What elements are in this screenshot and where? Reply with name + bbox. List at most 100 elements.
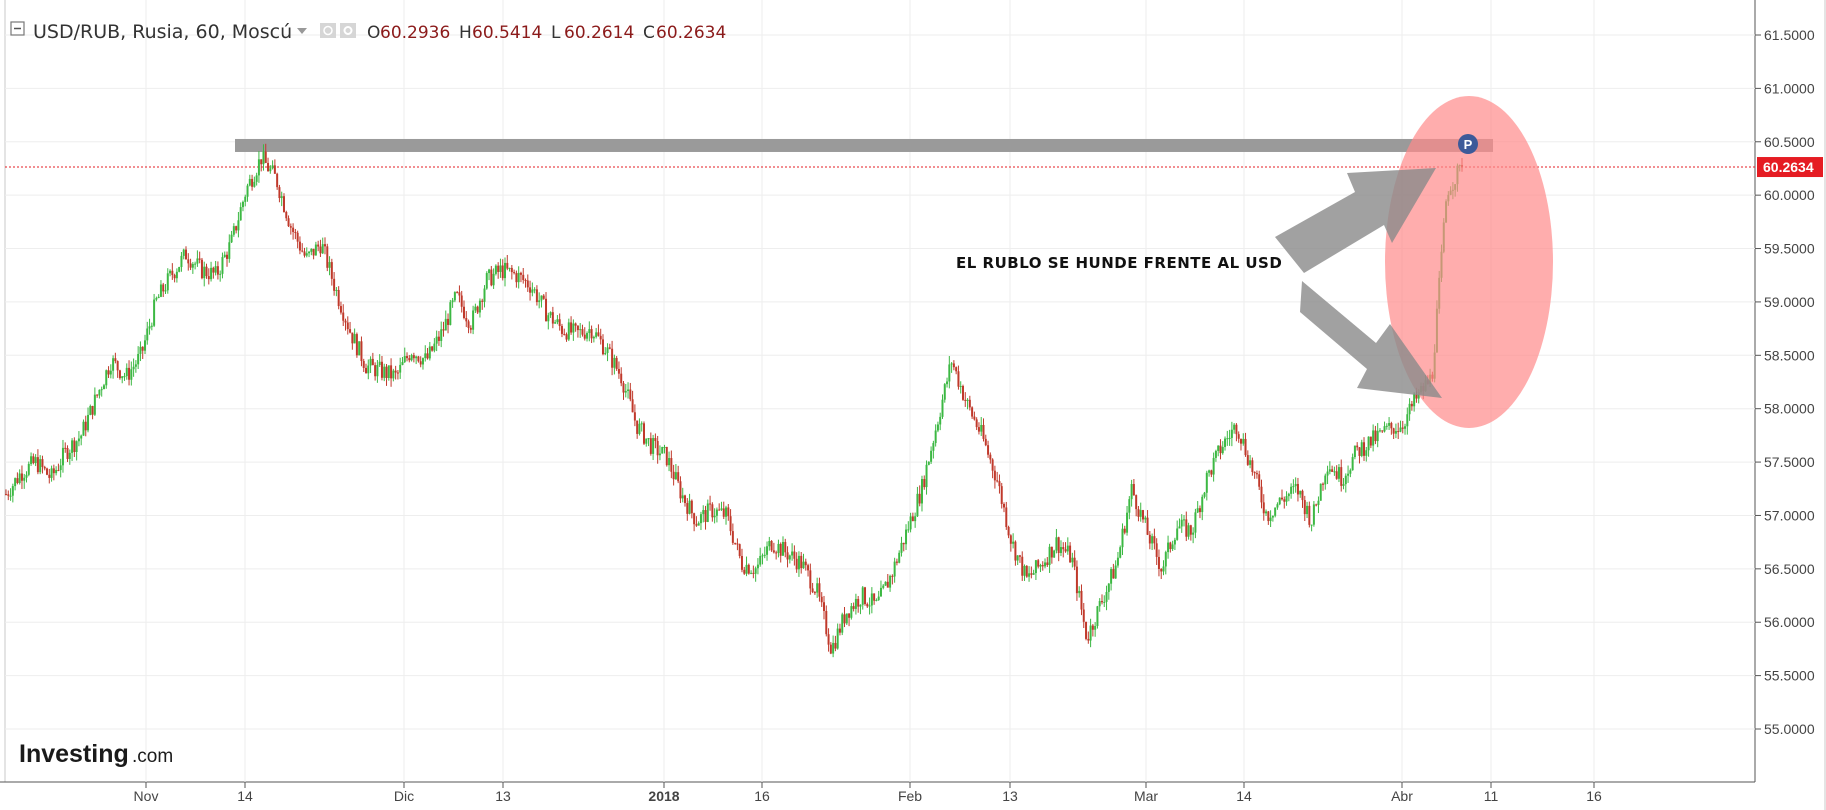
candle-body [1410,403,1413,407]
candle-body [1294,483,1297,487]
candle-body [134,364,137,367]
candle-body [663,446,666,448]
candle-body [1274,507,1277,516]
candle-body [526,280,529,288]
candle-body [1244,438,1247,456]
candle-body [932,443,935,451]
candle-body [1014,541,1017,561]
candle-body [1242,438,1245,444]
y-tick-label: 61.0000 [1764,80,1815,96]
candle-body [153,299,156,326]
x-tick-label: Dic [394,788,414,804]
candle-body [1376,430,1379,442]
candle-body [271,165,274,169]
candle-body [406,356,409,359]
candle-body [704,510,707,522]
candle-body [485,273,488,289]
candle-body [911,516,914,522]
candle-body [918,493,921,504]
candle-body [1219,445,1222,454]
candle-body [825,610,828,635]
candle-body [198,258,201,260]
candle-body [519,272,522,275]
x-tick-label: Nov [134,788,159,804]
candle-body [385,366,388,379]
candle-body [57,469,60,471]
gear-icon[interactable] [340,23,356,38]
candle-body [902,542,905,545]
candle-body [239,207,242,221]
candle-body [1246,455,1249,465]
candle-body [920,479,923,504]
candle-body [1356,445,1359,448]
candle-body [456,292,459,294]
candle-body [866,604,869,607]
candle-body [323,244,326,247]
caret-down-icon[interactable] [297,28,307,34]
price-marker[interactable]: P [1458,134,1478,154]
candle-body [529,287,532,293]
candle-body [943,384,946,400]
eye-icon[interactable] [320,23,336,38]
candle-body [1344,475,1347,485]
candle-body [747,564,750,574]
symbol-title[interactable]: USD/RUB, Rusia, 60, Moscú [33,21,292,43]
candle-body [166,273,169,291]
candle-body [96,394,99,396]
candle-body [1322,483,1325,485]
candle-body [1139,510,1142,517]
candle-body [164,290,167,292]
last-price-badge [1757,157,1823,178]
y-tick-label: 60.5000 [1764,134,1815,150]
candle-body [1417,392,1420,399]
candle-body [91,405,94,415]
candle-body [187,259,190,264]
candle-body [1392,428,1395,434]
candle-body [1128,499,1131,513]
y-tick-label: 60.0000 [1764,187,1815,203]
candle-body [1132,484,1135,496]
candle-body [504,262,507,279]
candle-body [706,503,709,522]
candle-body [18,473,21,483]
candle-body [451,300,454,303]
candle-body [1018,555,1021,557]
candle-body [946,381,949,385]
candle-body [877,596,880,600]
candle-body [768,540,771,547]
candle-body [155,298,158,300]
y-tick-label: 56.0000 [1764,614,1815,630]
candle-body [551,312,554,324]
candle-body [1082,609,1085,622]
candle-body [150,325,153,327]
candle-body [1144,517,1147,520]
candle-body [627,389,630,391]
candle-body [879,587,882,597]
candle-body [273,165,276,174]
candle-body [335,289,338,291]
candle-body [20,473,23,481]
candle-body [1176,528,1179,540]
candle-body [435,336,438,344]
candle-body [1301,490,1304,501]
candle-body [834,642,837,649]
candle-body [48,474,51,478]
candle-body [55,469,58,474]
minus-square-icon[interactable] [10,21,25,36]
candle-body [1333,471,1336,473]
x-tick-label: 11 [1484,788,1499,804]
candle-body [1046,562,1049,566]
candle-body [444,318,447,331]
candle-body [656,441,659,456]
candle-body [1142,510,1145,520]
candle-body [1189,525,1192,535]
candle-body [326,246,329,268]
x-tick-label: 2018 [648,788,679,804]
candle-body [793,551,796,559]
ohlc-values: O 60.2936 H 60.5414 L 60.2614 C 60.2634 [367,23,726,43]
candle-body [570,322,573,333]
candle-body [1312,504,1315,525]
candle-body [1087,638,1090,641]
candle-body [447,318,450,325]
